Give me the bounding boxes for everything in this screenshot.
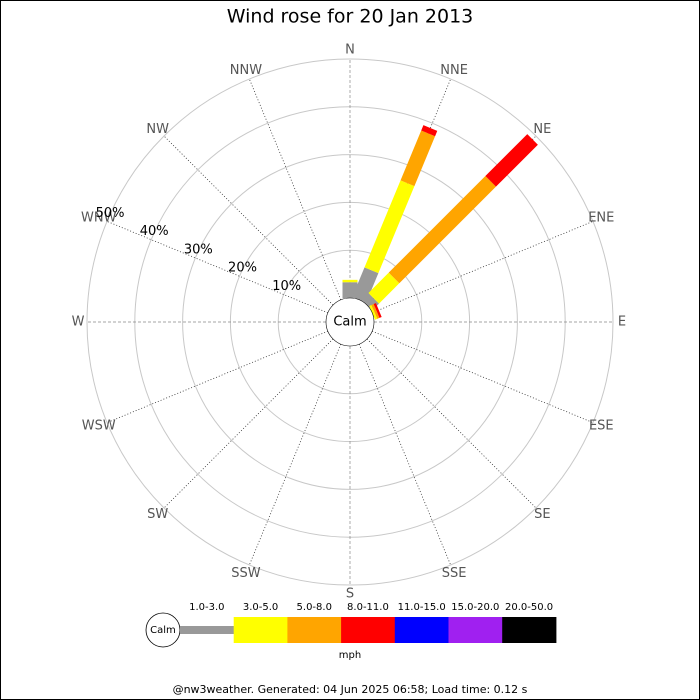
bar-segment	[485, 134, 538, 187]
legend-swatch	[448, 617, 503, 643]
bar-segment	[369, 304, 378, 320]
direction-label: ESE	[589, 419, 614, 434]
direction-label: WSW	[82, 419, 116, 434]
legend-swatch	[341, 617, 396, 643]
legend-swatch	[394, 617, 449, 643]
bars	[324, 125, 538, 348]
direction-label: NNE	[440, 63, 468, 78]
direction-label: N	[345, 43, 355, 58]
legend-label: 8.0-11.0	[347, 602, 389, 613]
legend-swatch	[233, 617, 288, 643]
spoke	[163, 338, 334, 509]
spoke	[248, 344, 342, 566]
legend-label: 20.0-50.0	[505, 602, 553, 613]
direction-label: NE	[533, 122, 551, 137]
bar-segment	[400, 130, 436, 187]
direction-label: SE	[534, 507, 550, 522]
bar-segment	[368, 272, 400, 304]
bar-segment	[364, 180, 415, 274]
direction-label: WNW	[81, 210, 117, 225]
ring-label: 10%	[272, 279, 301, 294]
legend-label: 11.0-15.0	[398, 602, 446, 613]
chart-title: Wind rose for 20 Jan 2013	[227, 6, 474, 28]
legend-label: 5.0-8.0	[297, 602, 332, 613]
ring-label: 30%	[184, 242, 213, 257]
bar-segment	[373, 303, 382, 318]
direction-label: NNW	[230, 63, 262, 78]
ring	[86, 58, 614, 586]
legend-swatch	[180, 626, 235, 634]
legend-swatch	[287, 617, 342, 643]
spoke	[106, 330, 328, 424]
calm-label: Calm	[333, 315, 366, 330]
direction-label: SW	[147, 507, 168, 522]
ring-label: 50%	[96, 206, 125, 221]
footer: @nw3weather. Generated: 04 Jun 2025 06:5…	[173, 683, 528, 696]
legend: Calm mph 1.0-3.0 3.0-5.0 5.0-8.0 8.0-11.0 11…	[145, 602, 557, 661]
spoke	[366, 338, 537, 509]
legend-label: 1.0-3.0	[189, 602, 224, 613]
bar-segment	[342, 279, 358, 283]
spoke	[248, 78, 342, 300]
legend-label: 15.0-20.0	[451, 602, 499, 613]
direction-label: S	[346, 587, 354, 602]
direction-label: E	[618, 315, 626, 330]
legend-label: 3.0-5.0	[243, 602, 278, 613]
direction-label: SSE	[442, 566, 467, 581]
legend-unit: mph	[339, 650, 361, 661]
direction-label: ENE	[588, 210, 614, 225]
calm-circle	[325, 297, 375, 347]
bar-segment	[371, 304, 380, 319]
bar-segment	[352, 267, 379, 303]
spoke	[163, 135, 334, 306]
legend-swatch	[502, 617, 557, 643]
spoke	[372, 330, 594, 424]
ring	[182, 154, 518, 490]
spoke	[372, 220, 594, 314]
legend-calm-label: Calm	[150, 625, 176, 636]
direction-label: SSW	[231, 566, 261, 581]
bar-segment	[421, 125, 438, 137]
spoke	[358, 344, 452, 566]
ring-label: 40%	[140, 224, 169, 239]
bar-segment	[388, 176, 496, 284]
ring-label: 20%	[228, 261, 257, 276]
direction-label: W	[72, 315, 85, 330]
direction-label: NW	[146, 122, 169, 137]
spoke	[106, 220, 328, 314]
